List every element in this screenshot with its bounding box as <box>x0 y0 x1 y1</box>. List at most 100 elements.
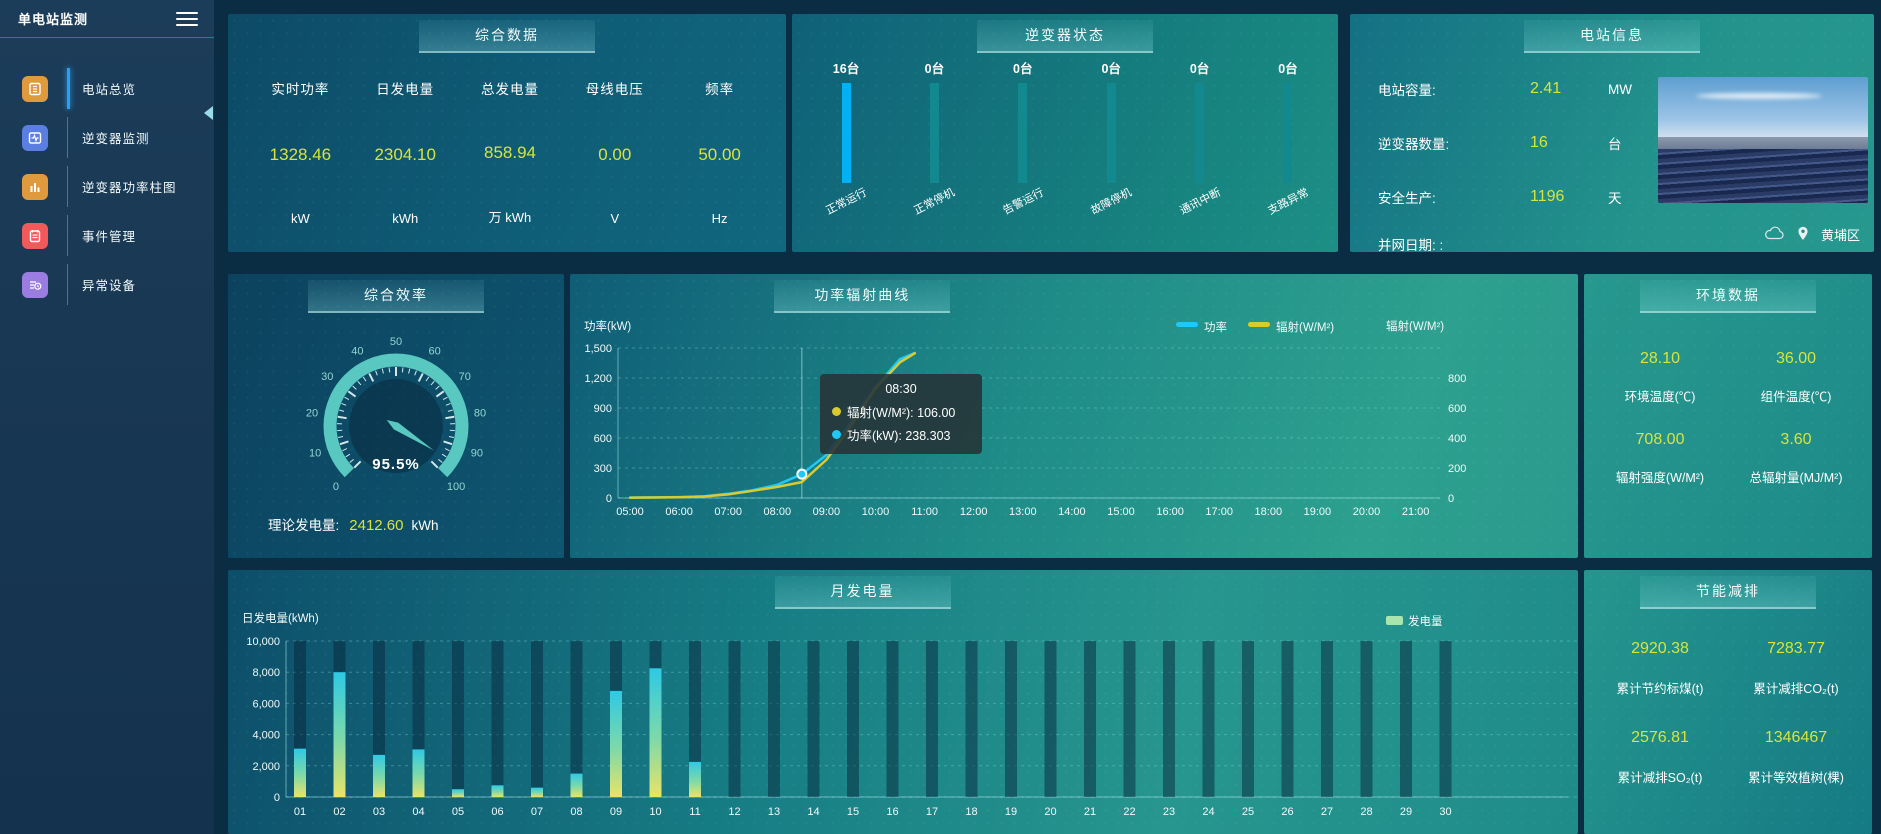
svg-text:09:00: 09:00 <box>813 506 841 518</box>
svg-text:0: 0 <box>1448 493 1454 505</box>
generation-bar <box>689 761 701 797</box>
item-divider <box>67 117 68 158</box>
svg-text:15:00: 15:00 <box>1107 506 1135 518</box>
svg-text:07: 07 <box>531 806 543 818</box>
generation-bar <box>412 749 425 797</box>
metric-value: 1328.46 <box>269 144 332 164</box>
sidebar-item-station-overview[interactable]: 电站总览 <box>0 64 214 113</box>
svg-text:20: 20 <box>1044 806 1056 818</box>
clipboard-icon <box>22 222 48 249</box>
svg-text:03: 03 <box>373 806 385 818</box>
svg-text:20: 20 <box>306 408 318 420</box>
sidebar-item-inverter-power-bars[interactable]: 逆变器功率柱图 <box>0 162 214 211</box>
tooltip-radiation-row: 辐射(W/M²): 106.00 <box>832 402 970 421</box>
monthly-bar-chart: 日发电量(kWh) 发电量 10,000 8,000 6,000 4,000 2,000 0 0… <box>242 611 1578 818</box>
sidebar-header: 单电站监测 <box>0 0 214 38</box>
generation-bar <box>491 785 504 797</box>
power-curve-chart: 功率(kW) 辐射(W/M²) 功率 辐射(W/M²) 1,500 1,200 900 600… <box>584 319 1466 518</box>
svg-text:400: 400 <box>1448 433 1466 445</box>
safe-production-row: 安全生产: 1196 天 <box>1378 188 1622 206</box>
sidebar-item-event-management[interactable]: 事件管理 <box>0 211 214 260</box>
panel-energy-savings: 节能减排 2920.38 累计节约标煤(t) 7283.77 累计减排CO₂(t… <box>1584 570 1872 834</box>
metric-value: 2304.10 <box>374 144 436 164</box>
bar-chart-icon <box>22 173 48 200</box>
status-branch-abnormal: 0台 支路异常 <box>1266 62 1311 218</box>
co2-reduced: 7283.77 累计减排CO₂(t) <box>1753 640 1839 696</box>
svg-text:0: 0 <box>606 493 612 505</box>
svg-text:27: 27 <box>1321 806 1333 818</box>
generation-bar <box>649 668 662 797</box>
svg-text:07:00: 07:00 <box>714 506 742 518</box>
svg-text:2,000: 2,000 <box>252 761 280 773</box>
status-comm-lost: 0台 通讯中断 <box>1177 62 1223 218</box>
radiation-dot <box>832 407 841 416</box>
panel-title: 综合数据 <box>419 20 595 53</box>
svg-text:08: 08 <box>570 806 582 818</box>
panel-title: 月发电量 <box>774 576 951 609</box>
svg-text:13: 13 <box>768 806 780 818</box>
svg-text:10,000: 10,000 <box>246 636 280 648</box>
environment-metrics: 28.10 环境温度(℃) 36.00 组件温度(℃) 708.00 辐射强度(… <box>1592 340 1864 502</box>
svg-text:01: 01 <box>294 806 306 818</box>
panel-title: 综合效率 <box>308 280 484 313</box>
svg-text:08:00: 08:00 <box>764 506 792 518</box>
metric-value: 0.00 <box>598 144 632 164</box>
generation-bar <box>373 754 385 797</box>
collapse-panel-arrow[interactable] <box>204 106 213 120</box>
theory-value: 2412.60 <box>349 517 404 534</box>
svg-text:600: 600 <box>1448 403 1466 415</box>
metric-realtime-power: 实时功率 1328.46 kW <box>248 66 353 242</box>
status-bar <box>841 83 851 183</box>
chart-tooltip: 08:30 辐射(W/M²): 106.00 功率(kW): 238.303 <box>820 374 982 454</box>
weather-cloud-icon <box>1763 226 1785 243</box>
svg-text:900: 900 <box>594 403 612 415</box>
svg-text:14:00: 14:00 <box>1058 506 1086 518</box>
svg-text:1,500: 1,500 <box>584 343 612 355</box>
panel-efficiency: 综合效率 0 10 20 30 40 50 60 70 80 90 100 95.5% 理论发电量:… <box>228 274 564 558</box>
svg-text:日发电量(kWh): 日发电量(kWh) <box>242 611 319 625</box>
metric-unit: V <box>610 211 620 226</box>
gauge-value: 95.5% <box>372 456 420 473</box>
status-normal-running: 16台 正常运行 <box>824 62 869 218</box>
status-alarm-running: 0台 告警运行 <box>1000 62 1046 218</box>
sidebar-item-label: 事件管理 <box>82 230 137 244</box>
svg-text:02: 02 <box>333 806 345 818</box>
sidebar-item-label: 异常设备 <box>82 279 137 293</box>
sidebar-item-inverter-monitor[interactable]: 逆变器监测 <box>0 113 214 162</box>
legend-power[interactable] <box>1176 322 1198 327</box>
active-indicator <box>67 68 70 109</box>
radiation-intensity: 708.00 辐射强度(W/M²) <box>1615 431 1705 485</box>
inverter-count-row: 逆变器数量: 16 台 <box>1378 134 1622 152</box>
generation-bar <box>294 748 306 797</box>
panel-title: 环境数据 <box>1640 280 1816 313</box>
hamburger-menu-icon[interactable] <box>176 8 198 30</box>
generation-bar <box>570 773 583 797</box>
panel-title: 功率辐射曲线 <box>774 280 951 313</box>
metric-value: 50.00 <box>698 144 741 164</box>
svg-text:26: 26 <box>1281 806 1293 818</box>
pulse-icon <box>22 124 48 151</box>
list-clock-icon <box>22 271 48 298</box>
item-divider <box>67 264 68 305</box>
panel-overview-data: 综合数据 实时功率 1328.46 kW 日发电量 2304.10 kWh 总发… <box>228 14 786 252</box>
svg-text:30: 30 <box>1439 806 1451 818</box>
status-bar <box>1018 83 1028 183</box>
metric-daily-generation: 日发电量 2304.10 kWh <box>353 66 458 242</box>
svg-text:15: 15 <box>847 806 859 818</box>
status-bar <box>929 83 939 183</box>
legend-radiation[interactable] <box>1248 322 1270 327</box>
svg-text:25: 25 <box>1242 806 1254 818</box>
power-dot <box>832 430 841 439</box>
svg-text:30: 30 <box>321 371 333 383</box>
svg-text:100: 100 <box>447 481 465 493</box>
legend-generation[interactable] <box>1386 616 1403 625</box>
sidebar-item-abnormal-devices[interactable]: 异常设备 <box>0 260 214 309</box>
so2-reduced: 2576.81 累计减排SO₂(t) <box>1617 729 1703 785</box>
svg-text:19:00: 19:00 <box>1304 506 1332 518</box>
svg-text:70: 70 <box>459 371 471 383</box>
svg-text:17:00: 17:00 <box>1205 506 1233 518</box>
svg-text:05: 05 <box>452 806 464 818</box>
svg-text:09: 09 <box>610 806 622 818</box>
svg-text:13:00: 13:00 <box>1009 506 1037 518</box>
